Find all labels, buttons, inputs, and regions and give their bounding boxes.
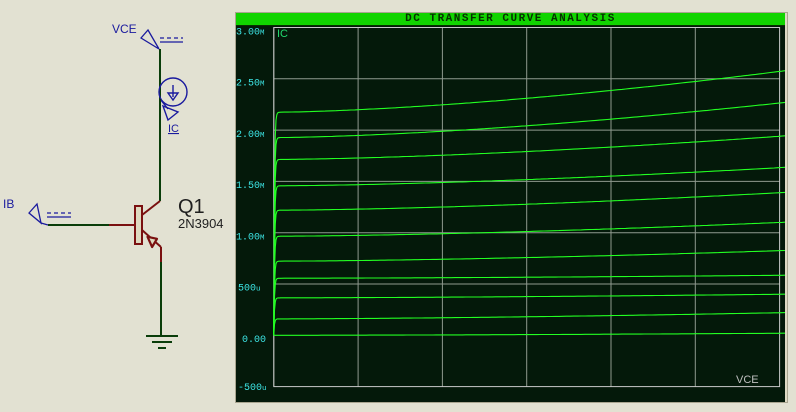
svg-text:VCE: VCE [112,22,137,36]
svg-text:3.00M: 3.00M [236,28,265,39]
svg-text:IC: IC [277,28,288,40]
svg-text:0.00: 0.00 [242,335,266,346]
svg-text:-500u: -500u [238,383,267,394]
svg-text:2N3904: 2N3904 [178,216,224,231]
svg-text:2.00M: 2.00M [236,130,265,141]
svg-text:500u: 500u [238,284,261,295]
svg-text:IB: IB [3,197,14,211]
svg-text:Q1: Q1 [178,196,205,218]
svg-text:VCE: VCE [736,374,759,386]
svg-text:1.00M: 1.00M [236,232,265,243]
svg-text:IC: IC [168,123,179,135]
svg-text:1.50M: 1.50M [236,181,265,192]
svg-text:2.50M: 2.50M [236,79,265,90]
